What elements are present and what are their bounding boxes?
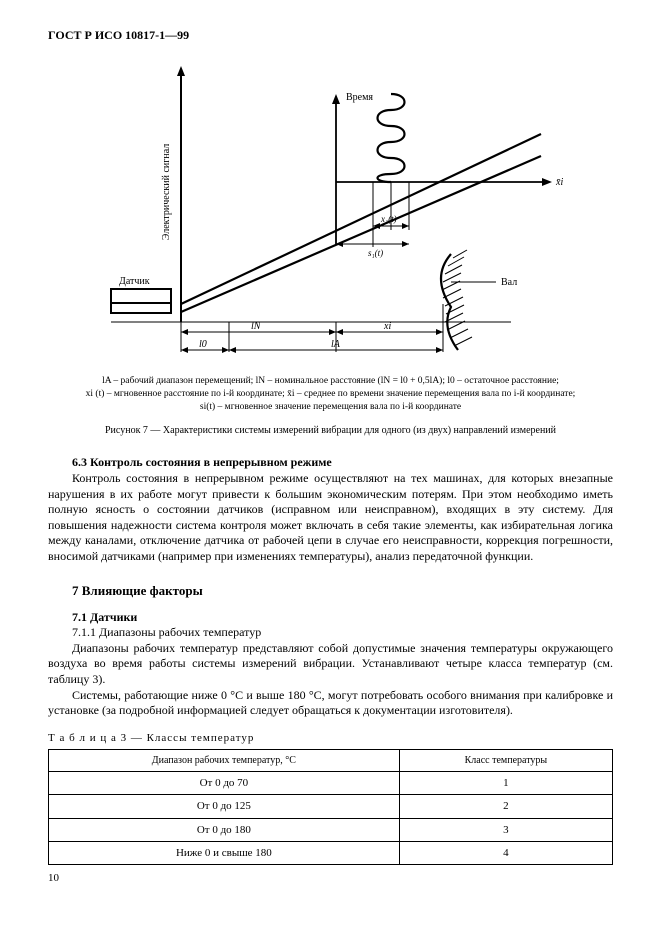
table-cell: 2	[399, 795, 612, 818]
y-axis-label: Электрический сигнал	[161, 143, 172, 239]
dim-xi: xi	[383, 321, 391, 332]
dim-st: s₁(t)	[368, 248, 383, 258]
table-cell: От 0 до 125	[49, 795, 400, 818]
body-7-1-1b: Системы, работающие ниже 0 °C и выше 180…	[48, 688, 613, 719]
table-cell: Ниже 0 и свыше 180	[49, 841, 400, 864]
figure-7: Электрический сигнал Датчик Время x̄i x₁…	[48, 52, 613, 367]
dim-xt: x₁(t)	[380, 214, 397, 224]
table-cell: 4	[399, 841, 612, 864]
table-cell: 1	[399, 771, 612, 794]
sensor-label: Датчик	[119, 276, 150, 287]
table-col-1: Класс температуры	[399, 749, 612, 771]
table-row: От 0 до 180 3	[49, 818, 613, 841]
heading-7-1: 7.1 Датчики	[48, 610, 613, 626]
body-6-3: Контроль состояния в непрерывном режиме …	[48, 471, 613, 565]
figure-legend: lA – рабочий диапазон перемещений; lN – …	[48, 375, 613, 415]
document-identifier: ГОСТ Р ИСО 10817-1—99	[48, 28, 613, 44]
dim-lA: lA	[331, 339, 341, 350]
heading-7-1-1: 7.1.1 Диапазоны рабочих температур	[48, 625, 613, 641]
time-axis-label: Время	[346, 92, 373, 103]
dim-lN: lN	[251, 321, 262, 332]
table-cell: От 0 до 180	[49, 818, 400, 841]
table-row: Ниже 0 и свыше 180 4	[49, 841, 613, 864]
table-3: Диапазон рабочих температур, °C Класс те…	[48, 749, 613, 865]
table-col-0: Диапазон рабочих температур, °C	[49, 749, 400, 771]
table-cell: От 0 до 70	[49, 771, 400, 794]
page-number: 10	[48, 871, 613, 885]
dim-l0: l0	[199, 339, 207, 350]
body-7-1-1a: Диапазоны рабочих температур представляю…	[48, 641, 613, 688]
figure-title: Рисунок 7 — Характеристики системы измер…	[48, 424, 613, 437]
xi-bar-label: x̄i	[555, 177, 563, 188]
table-header-row: Диапазон рабочих температур, °C Класс те…	[49, 749, 613, 771]
table-cell: 3	[399, 818, 612, 841]
table-row: От 0 до 125 2	[49, 795, 613, 818]
shaft-label: Вал	[501, 277, 517, 288]
heading-7: 7 Влияющие факторы	[48, 583, 613, 600]
heading-6-3: 6.3 Контроль состояния в непрерывном реж…	[48, 455, 613, 471]
table-3-caption: Т а б л и ц а 3 — Классы температур	[48, 731, 613, 745]
table-row: От 0 до 70 1	[49, 771, 613, 794]
